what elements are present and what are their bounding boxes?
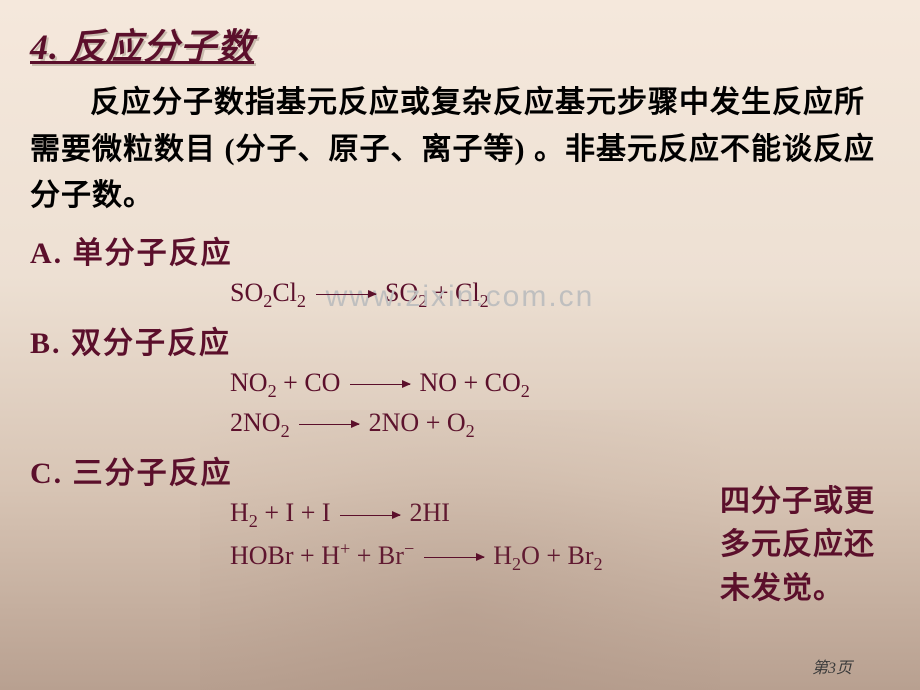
equation-b2: 2NO2 2NO + O2 [230, 408, 890, 442]
equation-block-a: SO2Cl2 SO2 + Cl2 [30, 278, 890, 312]
side-note: 四分子或更多元反应还未发觉。 [720, 480, 890, 611]
eq-c2-lhs: HOBr + H+ + Br− [230, 541, 414, 570]
eq-c2-rhs: H2O + Br2 [493, 541, 602, 570]
section-heading: 4. 反应分子数 [30, 18, 890, 70]
eq-b2-lhs: 2NO2 [230, 408, 290, 437]
definition-paragraph: 反应分子数指基元反应或复杂反应基元步骤中发生反应所需要微粒数目 (分子、原子、离… [30, 80, 890, 220]
slide: www.zixin.com.cn 4. 反应分子数 反应分子数指基元反应或复杂反… [0, 0, 920, 690]
arrow-icon [424, 557, 484, 558]
arrow-icon [340, 515, 400, 516]
eq-b2-rhs: 2NO + O2 [369, 408, 475, 437]
arrow-icon [316, 294, 376, 295]
page-number: 第3页 [812, 654, 852, 678]
eq-c1-lhs: H2 + I + I [230, 498, 331, 527]
equation-a1: SO2Cl2 SO2 + Cl2 [230, 278, 890, 312]
eq-a1-rhs: SO2 + Cl2 [385, 278, 489, 307]
eq-c1-rhs: 2HI [410, 498, 450, 527]
equation-b1: NO2 + CO NO + CO2 [230, 368, 890, 402]
subsection-a-label: A. 单分子反应 [30, 228, 890, 272]
equation-block-b: NO2 + CO NO + CO2 2NO2 2NO + O2 [30, 368, 890, 442]
eq-b1-lhs: NO2 + CO [230, 368, 340, 397]
arrow-icon [299, 424, 359, 425]
eq-b1-rhs: NO + CO2 [419, 368, 529, 397]
subsection-b-label: B. 双分子反应 [30, 318, 890, 362]
eq-a1-lhs: SO2Cl2 [230, 278, 306, 307]
arrow-icon [350, 384, 410, 385]
